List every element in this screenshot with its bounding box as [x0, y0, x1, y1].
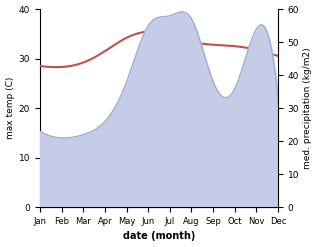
Y-axis label: max temp (C): max temp (C): [5, 77, 15, 139]
X-axis label: date (month): date (month): [123, 231, 195, 242]
Y-axis label: med. precipitation (kg/m2): med. precipitation (kg/m2): [303, 47, 313, 169]
